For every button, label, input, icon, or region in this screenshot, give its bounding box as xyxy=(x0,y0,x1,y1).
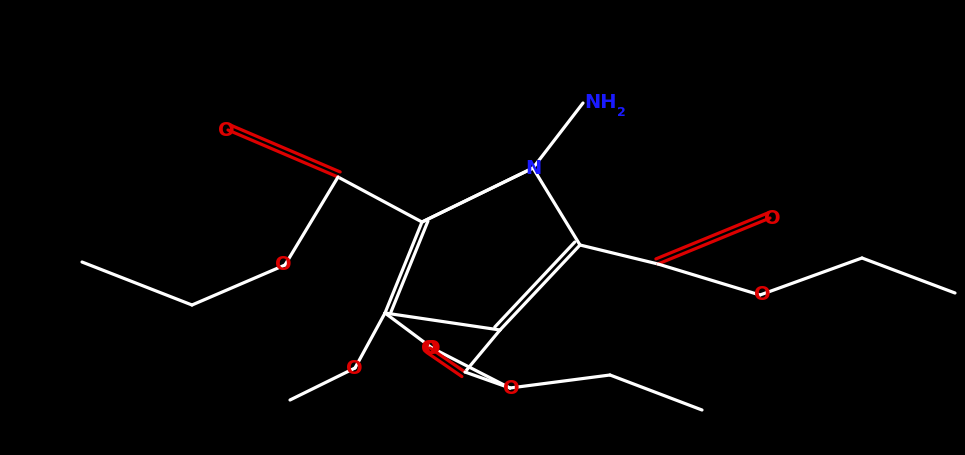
Text: O: O xyxy=(421,339,437,358)
Text: O: O xyxy=(763,208,781,228)
Text: N: N xyxy=(525,158,541,177)
Text: O: O xyxy=(754,285,770,304)
Text: O: O xyxy=(503,379,519,398)
Text: O: O xyxy=(275,256,291,274)
Text: O: O xyxy=(345,359,362,378)
Text: O: O xyxy=(218,121,234,140)
Text: 2: 2 xyxy=(617,106,625,120)
Text: O: O xyxy=(424,339,440,358)
Text: NH: NH xyxy=(584,92,617,111)
